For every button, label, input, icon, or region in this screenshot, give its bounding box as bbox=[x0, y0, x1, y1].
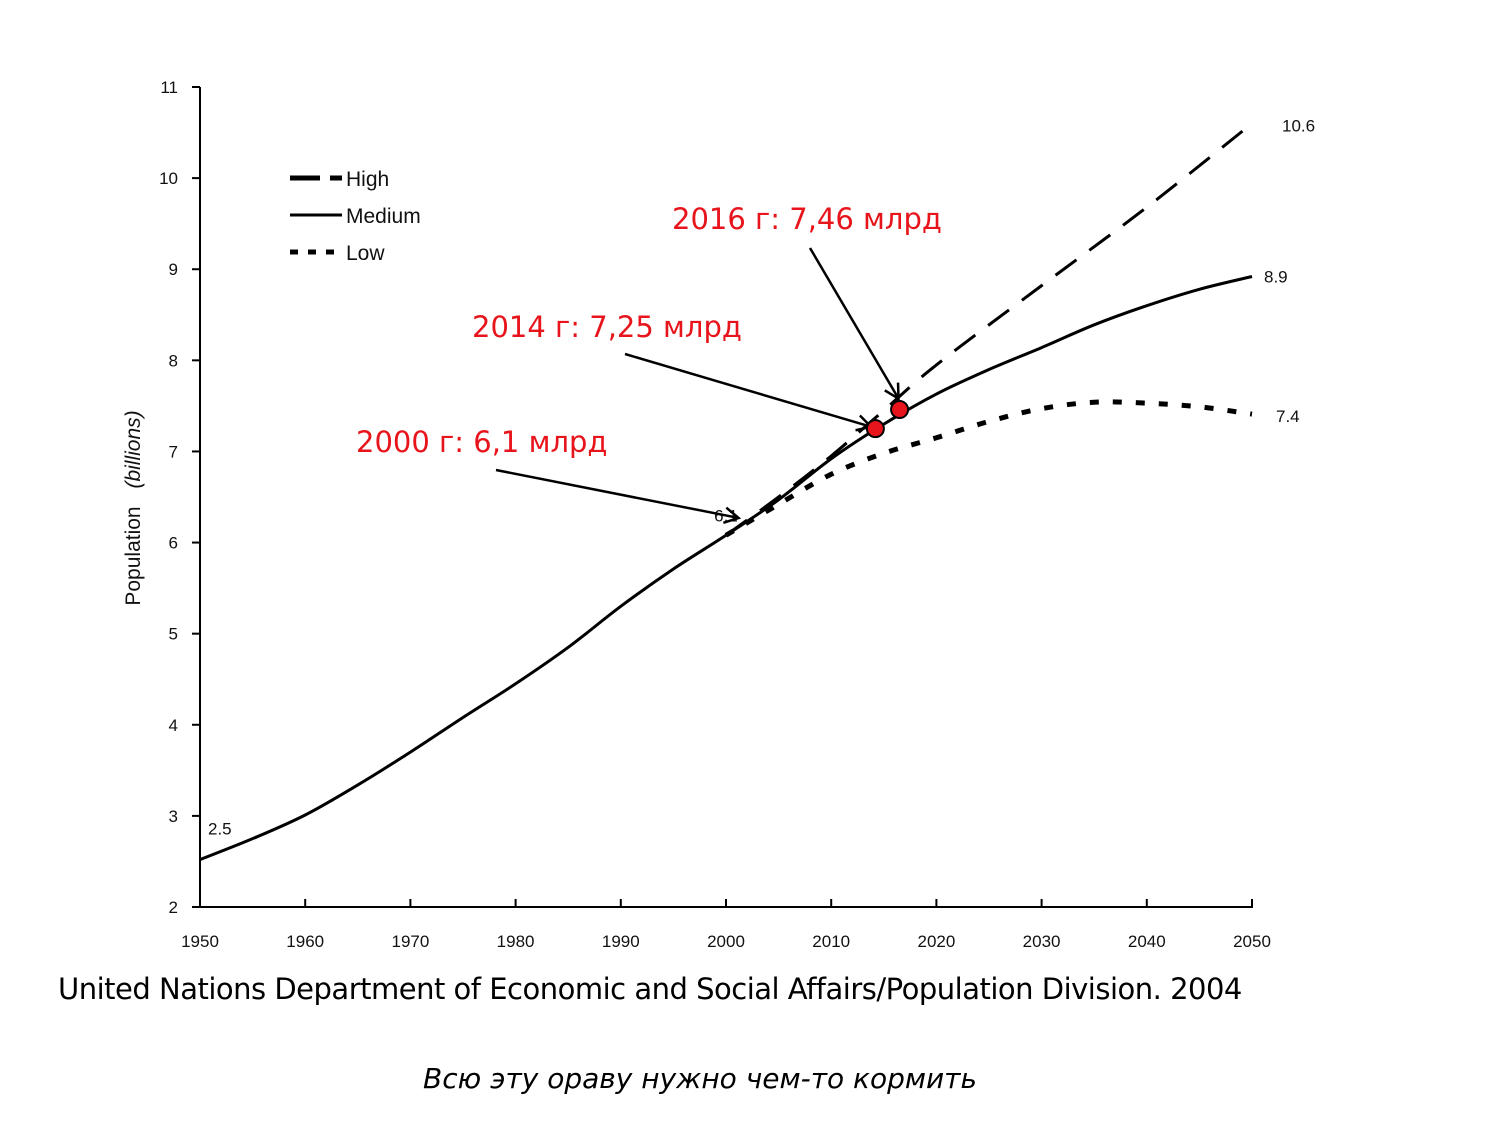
y-tick-label: 5 bbox=[169, 625, 178, 644]
x-tick-label: 2010 bbox=[812, 932, 850, 951]
highlight-point bbox=[865, 419, 885, 439]
point-label: 8.9 bbox=[1264, 268, 1288, 287]
x-tick-label: 2030 bbox=[1023, 932, 1061, 951]
annotation-label: 2000 г: 6,1 млрд bbox=[356, 425, 607, 459]
series-layer bbox=[199, 122, 1253, 862]
point-label: 7.4 bbox=[1276, 407, 1300, 426]
caption: Всю эту ораву нужно чем-то кормить bbox=[423, 1062, 977, 1095]
legend: High Medium Low bbox=[290, 168, 421, 265]
y-tick-label: 3 bbox=[169, 807, 178, 826]
axes: 2 3 4 5 6 7 8 9 10 11 1950 1960 1970 1980 1990 2000 2010… bbox=[159, 78, 1271, 951]
point-labels: 2.56.110.68.97.4 bbox=[208, 116, 1315, 838]
annotation-label: 2016 г: 7,46 млрд bbox=[672, 202, 942, 236]
y-tick-label: 9 bbox=[169, 260, 178, 279]
x-tick-label: 1960 bbox=[286, 932, 324, 951]
y-tick-label: 8 bbox=[169, 351, 178, 370]
source-citation: United Nations Department of Economic an… bbox=[58, 972, 1242, 1006]
annotation-label: 2014 г: 7,25 млрд bbox=[472, 310, 742, 344]
x-tick-label: 1970 bbox=[391, 932, 429, 951]
point-label: 2.5 bbox=[208, 820, 232, 839]
x-tick-label: 2050 bbox=[1233, 932, 1271, 951]
legend-label-medium: Medium bbox=[346, 205, 421, 228]
y-axis-title-main: Population bbox=[122, 506, 145, 605]
x-tick-label: 1980 bbox=[497, 932, 535, 951]
annotation-arrow bbox=[624, 352, 872, 429]
y-tick-label: 2 bbox=[169, 898, 178, 917]
arrowhead-icon bbox=[884, 382, 900, 401]
arrowhead-icon bbox=[722, 506, 742, 524]
y-axis-title: Population (billions) bbox=[122, 410, 145, 605]
y-tick-label: 7 bbox=[169, 442, 178, 461]
annotation-arrow bbox=[495, 468, 739, 520]
point-label: 10.6 bbox=[1282, 116, 1315, 135]
series-line-high bbox=[725, 122, 1253, 537]
y-tick-label: 6 bbox=[169, 534, 178, 553]
legend-label-high: High bbox=[346, 168, 389, 191]
series-line-low bbox=[724, 399, 1253, 538]
series-line-medium bbox=[199, 275, 1253, 862]
annotation-arrow bbox=[808, 247, 900, 400]
highlight-point bbox=[890, 400, 910, 420]
annotations: 2016 г: 7,46 млрд 2014 г: 7,25 млрд 2000 г… bbox=[356, 202, 942, 524]
x-tick-label: 1990 bbox=[602, 932, 640, 951]
y-tick-label: 11 bbox=[160, 78, 178, 97]
population-chart: 2 3 4 5 6 7 8 9 10 11 1950 1960 1970 1980 1990 2000 2010… bbox=[122, 78, 1315, 951]
y-tick-label: 4 bbox=[169, 716, 178, 735]
legend-label-low: Low bbox=[346, 242, 385, 265]
y-axis-title-unit: (billions) bbox=[122, 410, 145, 488]
x-tick-label: 2040 bbox=[1128, 932, 1166, 951]
x-tick-label: 2000 bbox=[707, 932, 745, 951]
x-tick-label: 1950 bbox=[181, 932, 219, 951]
y-tick-label: 10 bbox=[159, 169, 178, 188]
x-tick-label: 2020 bbox=[917, 932, 955, 951]
